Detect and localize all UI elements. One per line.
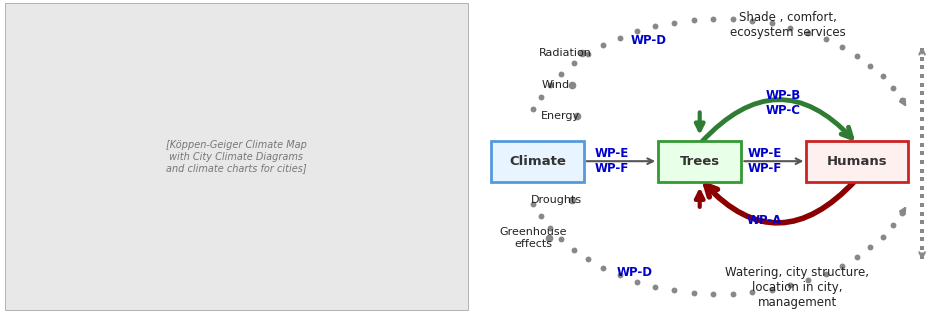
Point — [914, 74, 929, 79]
Bar — [658, 141, 741, 182]
Point — [534, 214, 548, 219]
Point — [612, 273, 627, 278]
Point — [863, 245, 878, 250]
Point — [554, 237, 569, 242]
Point — [686, 18, 701, 23]
Point — [895, 211, 910, 216]
Text: Radiation: Radiation — [539, 48, 592, 58]
Point — [580, 257, 595, 262]
Point — [566, 61, 581, 66]
Point — [686, 290, 701, 295]
Point — [596, 265, 611, 270]
Point — [543, 226, 558, 231]
Text: Wind: Wind — [542, 80, 570, 90]
Point — [764, 21, 779, 26]
Point — [875, 234, 890, 239]
Point — [895, 97, 910, 102]
Point — [914, 125, 929, 130]
Point — [706, 292, 721, 297]
Point — [526, 201, 541, 206]
Point — [782, 283, 797, 288]
Point — [849, 254, 864, 259]
Point — [914, 237, 929, 242]
Point — [745, 18, 760, 23]
Bar — [806, 141, 908, 182]
Point — [914, 65, 929, 70]
Point — [596, 43, 611, 48]
Point — [801, 278, 816, 283]
Point — [914, 211, 929, 216]
Point — [914, 245, 929, 250]
Point — [914, 185, 929, 190]
Text: [Köppen-Geiger Climate Map
with City Climate Diagrams
and climate charts for cit: [Köppen-Geiger Climate Map with City Cli… — [166, 140, 307, 173]
Point — [666, 288, 681, 293]
Point — [885, 85, 900, 90]
Point — [914, 220, 929, 225]
Point — [914, 254, 929, 259]
Text: WP-D: WP-D — [617, 266, 652, 279]
Point — [648, 24, 663, 29]
Point — [914, 99, 929, 104]
Point — [849, 54, 864, 59]
Point — [914, 228, 929, 233]
Text: Trees: Trees — [680, 155, 720, 168]
Point — [885, 223, 900, 228]
Text: Watering, city structure,
location in city,
management: Watering, city structure, location in ci… — [725, 266, 869, 310]
Text: WP-E
WP-F: WP-E WP-F — [594, 147, 629, 175]
Text: WP-A: WP-A — [747, 214, 782, 227]
Point — [543, 82, 558, 87]
Text: Humans: Humans — [826, 155, 887, 168]
Point — [554, 71, 569, 76]
Point — [648, 284, 663, 289]
Point — [914, 168, 929, 173]
Point — [914, 151, 929, 156]
Point — [914, 203, 929, 208]
Point — [914, 56, 929, 61]
Point — [818, 37, 833, 42]
Point — [725, 17, 740, 22]
Point — [706, 16, 721, 21]
Point — [914, 160, 929, 165]
Point — [566, 247, 581, 252]
Point — [534, 94, 548, 99]
Point — [580, 51, 595, 56]
Text: Greenhouse
effects: Greenhouse effects — [499, 227, 566, 249]
Point — [612, 35, 627, 40]
Point — [834, 45, 849, 50]
Point — [630, 279, 645, 284]
Point — [914, 116, 929, 121]
Point — [725, 291, 740, 296]
Point — [526, 107, 541, 112]
Point — [801, 30, 816, 35]
Point — [666, 20, 681, 25]
Point — [764, 287, 779, 292]
Point — [914, 91, 929, 96]
Text: WP-D: WP-D — [631, 34, 666, 47]
Point — [914, 82, 929, 87]
Point — [914, 134, 929, 139]
Point — [875, 74, 890, 79]
Point — [834, 263, 849, 268]
Point — [782, 25, 797, 30]
Point — [914, 177, 929, 182]
Point — [914, 108, 929, 113]
Point — [914, 48, 929, 53]
Point — [863, 63, 878, 68]
Text: Climate: Climate — [509, 155, 566, 168]
Point — [914, 142, 929, 147]
Text: WP-E
WP-F: WP-E WP-F — [748, 147, 782, 175]
Text: Shade , comfort,
ecosystem services: Shade , comfort, ecosystem services — [730, 11, 845, 39]
Text: WP-B
WP-C: WP-B WP-C — [766, 89, 800, 117]
Text: Droughts: Droughts — [531, 195, 581, 205]
Point — [818, 271, 833, 276]
Point — [630, 29, 645, 34]
Bar — [491, 141, 584, 182]
Text: Energy: Energy — [541, 111, 580, 121]
Point — [745, 290, 760, 295]
Point — [914, 194, 929, 199]
